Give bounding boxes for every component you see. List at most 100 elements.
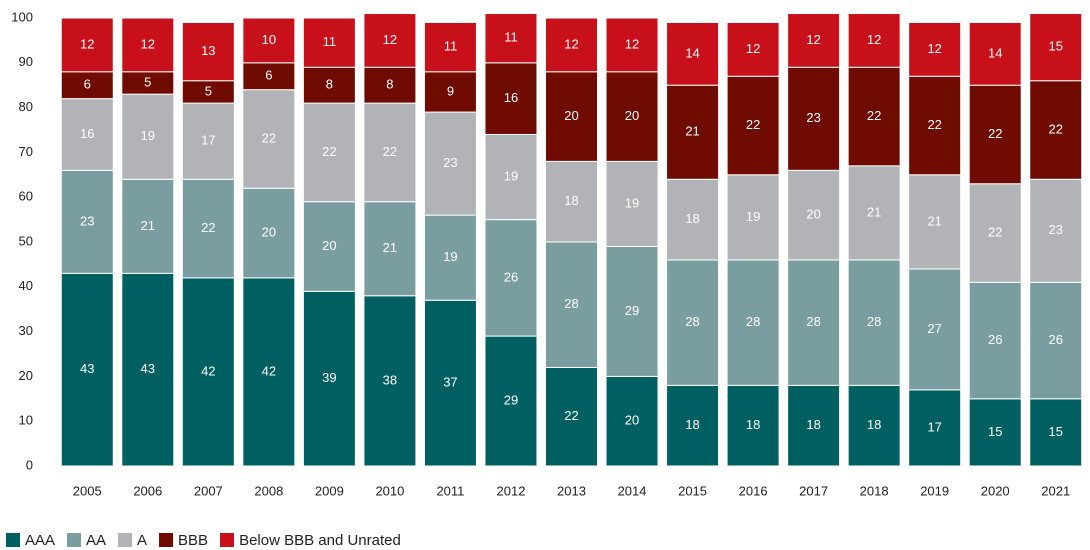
value-label: 17 — [201, 133, 215, 148]
bar-segment — [726, 75, 780, 176]
bar-segment — [1029, 178, 1083, 283]
value-label: 11 — [323, 34, 337, 49]
x-tick-label: 2014 — [618, 483, 647, 498]
bar-segment — [666, 384, 720, 467]
x-tick-label: 2012 — [497, 483, 526, 498]
value-label: 28 — [867, 314, 881, 329]
bar-segment — [242, 277, 296, 467]
x-tick-label: 2017 — [799, 483, 828, 498]
bar-segment — [908, 268, 962, 391]
bar-segment — [545, 366, 598, 467]
bar-segment — [242, 187, 296, 279]
bar-segment — [484, 335, 538, 467]
bar-segment — [787, 384, 841, 467]
bar-segment — [242, 17, 296, 64]
value-label: 14 — [988, 45, 1002, 60]
y-tick-label: 20 — [19, 368, 33, 383]
bar-segment — [121, 93, 175, 180]
value-label: 22 — [988, 224, 1002, 239]
bar-segment — [968, 398, 1022, 467]
value-label: 12 — [927, 41, 941, 56]
y-tick-label: 0 — [26, 457, 33, 472]
value-label: 12 — [564, 36, 578, 51]
value-label: 14 — [685, 45, 699, 60]
value-label: 23 — [443, 155, 457, 170]
bar-segment — [787, 66, 841, 171]
bar-segment — [1029, 13, 1083, 82]
value-label: 8 — [326, 77, 333, 92]
value-label: 28 — [564, 296, 578, 311]
bar-segment — [181, 178, 235, 279]
bar-segment — [787, 13, 841, 68]
y-tick-label: 90 — [19, 54, 33, 69]
bar-segment — [484, 219, 538, 337]
value-label: 11 — [444, 39, 458, 54]
value-label: 19 — [746, 209, 760, 224]
value-label: 21 — [685, 124, 699, 139]
value-label: 13 — [201, 43, 215, 58]
bar-segment — [121, 178, 175, 274]
bar-segment — [1029, 80, 1083, 180]
legend-label: AAA — [25, 532, 55, 549]
value-label: 27 — [927, 321, 941, 336]
value-label: 22 — [867, 108, 881, 123]
bar-segment — [181, 21, 235, 82]
value-label: 21 — [927, 213, 941, 228]
value-label: 12 — [867, 32, 881, 47]
bar-segment — [423, 111, 477, 216]
bar-segment — [302, 102, 356, 203]
value-label: 12 — [746, 41, 760, 56]
bar-segment — [60, 17, 114, 73]
value-label: 38 — [383, 372, 397, 387]
value-label: 6 — [265, 68, 272, 83]
value-label: 12 — [806, 32, 820, 47]
value-label: 20 — [625, 108, 639, 123]
y-tick-label: 100 — [11, 9, 33, 24]
value-label: 19 — [443, 249, 457, 264]
y-tick-label: 10 — [19, 413, 33, 428]
legend-swatch — [6, 533, 20, 547]
y-tick-label: 60 — [19, 189, 33, 204]
value-label: 12 — [80, 36, 94, 51]
bar-segment — [423, 21, 477, 73]
value-label: 15 — [988, 424, 1002, 439]
value-label: 28 — [746, 314, 760, 329]
legend-label: AA — [86, 532, 106, 549]
value-label: 8 — [386, 77, 393, 92]
value-label: 23 — [806, 110, 820, 125]
value-label: 19 — [141, 128, 155, 143]
bar-segment — [302, 66, 356, 104]
bar-segment — [666, 259, 720, 386]
value-label: 29 — [504, 392, 518, 407]
bar-segment — [545, 160, 598, 243]
bar-segment — [666, 84, 720, 180]
value-label: 22 — [988, 126, 1002, 141]
legend-label: BBB — [178, 532, 208, 549]
bar-segment — [666, 21, 720, 86]
x-tick-label: 2007 — [194, 483, 223, 498]
bar-segment — [363, 102, 417, 203]
value-label: 28 — [685, 314, 699, 329]
bar-segment — [121, 17, 175, 73]
value-label: 9 — [447, 83, 454, 98]
value-label: 21 — [141, 218, 155, 233]
x-tick-label: 2016 — [739, 483, 768, 498]
x-tick-label: 2013 — [557, 483, 586, 498]
bar-segment — [302, 201, 356, 292]
value-label: 42 — [201, 363, 215, 378]
value-label: 5 — [144, 74, 151, 89]
bar-segment — [484, 62, 538, 135]
legend-label: A — [137, 532, 147, 549]
bar-segment — [1029, 281, 1083, 400]
bar-segment — [60, 272, 114, 467]
bar-segment — [908, 75, 962, 176]
x-tick-label: 2019 — [920, 483, 949, 498]
x-tick-label: 2021 — [1041, 483, 1070, 498]
bar-segment — [423, 214, 477, 301]
bar-segment — [605, 375, 659, 467]
bar-segment — [181, 102, 235, 180]
bar-segment — [847, 13, 901, 68]
value-label: 5 — [205, 83, 212, 98]
y-tick-label: 80 — [19, 99, 33, 114]
